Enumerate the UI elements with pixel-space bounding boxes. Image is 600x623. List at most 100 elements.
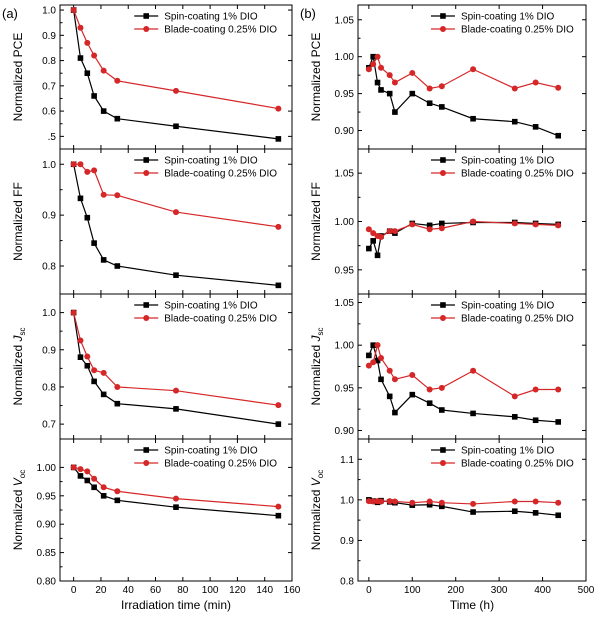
y-axis-label: Normalized Jsc xyxy=(309,327,325,405)
y-tick-label: 0.8 xyxy=(42,56,56,67)
y-axis-label: Normalized FF xyxy=(11,182,25,261)
y-tick-label: 0.95 xyxy=(37,491,57,502)
y-axis-label-subscript: oc xyxy=(316,470,325,478)
data-point xyxy=(91,93,97,99)
legend-label: Blade-coating 0.25% DIO xyxy=(164,459,277,470)
panel-label: (a) xyxy=(2,6,18,21)
data-point xyxy=(275,223,282,230)
data-point xyxy=(100,67,107,74)
data-point xyxy=(91,240,97,246)
data-point xyxy=(532,386,539,393)
series-spin-coating xyxy=(70,464,282,519)
data-point xyxy=(173,272,179,278)
y-tick-label: 0.7 xyxy=(42,81,56,92)
data-point xyxy=(173,123,179,130)
legend-marker xyxy=(143,302,150,308)
x-tick-label: 0 xyxy=(71,585,77,596)
y-axis-label-prefix: Normalized xyxy=(11,486,25,550)
legend-marker xyxy=(143,170,150,176)
y-tick-label: 0.80 xyxy=(37,577,57,588)
y-tick-label: 0.9 xyxy=(340,536,354,547)
legend-marker xyxy=(143,315,150,321)
panel-b-3: 0.90 0.95 1.00 1.05 Normalized Jsc Spin-coati… xyxy=(309,293,587,440)
y-tick-label: 0.95 xyxy=(335,265,355,276)
data-point xyxy=(386,367,393,374)
data-point xyxy=(426,501,433,508)
plot-frame xyxy=(357,438,587,582)
panel-b-2: 0.95 1.00 1.05 Normalized FF Spin-coating 1%… xyxy=(309,148,587,295)
legend-label: Spin-coating 1% DIO xyxy=(164,12,258,23)
legend-marker xyxy=(143,447,150,453)
data-point xyxy=(409,499,416,506)
data-point xyxy=(391,498,398,505)
data-point xyxy=(365,362,372,369)
data-point xyxy=(426,400,433,406)
data-point xyxy=(470,66,477,73)
data-point xyxy=(374,53,381,60)
data-point xyxy=(511,414,518,420)
data-point xyxy=(100,108,107,114)
data-point xyxy=(173,209,179,216)
legend-marker xyxy=(439,26,446,32)
data-point xyxy=(100,484,107,491)
panel-b-1: (b) 0.90 0.95 1.00 1.05 Normalized PCE Spin-co… xyxy=(300,4,587,150)
data-point xyxy=(426,100,433,107)
y-tick-label: 1.05 xyxy=(335,169,355,180)
data-point xyxy=(374,79,381,86)
data-point xyxy=(114,488,121,495)
legend: Spin-coating 1% DIO Blade-coating 0.25% D… xyxy=(134,156,277,180)
legend: Spin-coating 1% DIO Blade-coating 0.25% D… xyxy=(430,301,574,325)
data-point xyxy=(84,477,91,484)
data-point xyxy=(470,115,476,122)
data-point xyxy=(386,498,393,505)
data-point xyxy=(70,7,77,14)
data-point xyxy=(370,61,377,68)
data-point xyxy=(391,79,398,86)
data-point xyxy=(100,391,107,398)
data-point xyxy=(173,87,179,94)
data-point xyxy=(77,55,84,61)
legend: Spin-coating 1% DIO Blade-coating 0.25% D… xyxy=(430,446,574,470)
data-point xyxy=(275,105,282,112)
data-point xyxy=(378,354,385,361)
data-point xyxy=(511,85,518,92)
series-spin-coating xyxy=(366,53,562,139)
data-point xyxy=(173,495,179,502)
x-tick-label: 140 xyxy=(256,585,273,596)
data-point xyxy=(555,499,562,506)
data-point xyxy=(84,362,91,369)
data-point xyxy=(114,192,121,199)
data-point xyxy=(374,342,381,349)
legend-label: Blade-coating 0.25% DIO xyxy=(461,25,574,36)
data-point xyxy=(84,39,91,46)
data-point xyxy=(84,70,91,77)
data-point xyxy=(439,503,445,510)
x-axis-label: Time (h) xyxy=(450,598,494,612)
panel-b-4: 0.8 0.9 1.0 1.1 0 100 200 300 400 500 Normalized V… xyxy=(309,438,595,612)
data-point xyxy=(386,393,393,400)
y-axis-label: Normalized Voc xyxy=(309,470,325,551)
data-point xyxy=(365,226,372,233)
y-axis-label-symbol: V xyxy=(11,477,25,486)
data-point xyxy=(532,498,539,505)
data-point xyxy=(100,369,107,376)
y-axis-label-symbol: J xyxy=(11,334,25,342)
legend-marker xyxy=(143,13,150,19)
y-tick-label: 0.90 xyxy=(335,426,355,437)
legend-label: Spin-coating 1% DIO xyxy=(164,156,258,167)
legend: Spin-coating 1% DIO Blade-coating 0.25% D… xyxy=(134,301,277,325)
y-tick-label: 0.8 xyxy=(42,262,56,273)
legend-marker xyxy=(440,447,446,453)
data-point xyxy=(438,384,445,391)
data-point xyxy=(374,252,381,259)
data-point xyxy=(91,52,98,59)
panel-a-1: (a) .5 0.6 0.7 0.8 0.9 1.0 Normalized PCE Spin-c… xyxy=(2,4,293,150)
data-point xyxy=(439,407,445,413)
data-point xyxy=(77,24,84,31)
y-tick-label: 1.00 xyxy=(37,463,57,474)
data-point xyxy=(511,508,518,515)
data-point xyxy=(438,499,445,506)
legend: Spin-coating 1% DIO Blade-coating 0.25% D… xyxy=(134,446,277,470)
data-point xyxy=(84,214,91,221)
data-point xyxy=(426,222,433,229)
